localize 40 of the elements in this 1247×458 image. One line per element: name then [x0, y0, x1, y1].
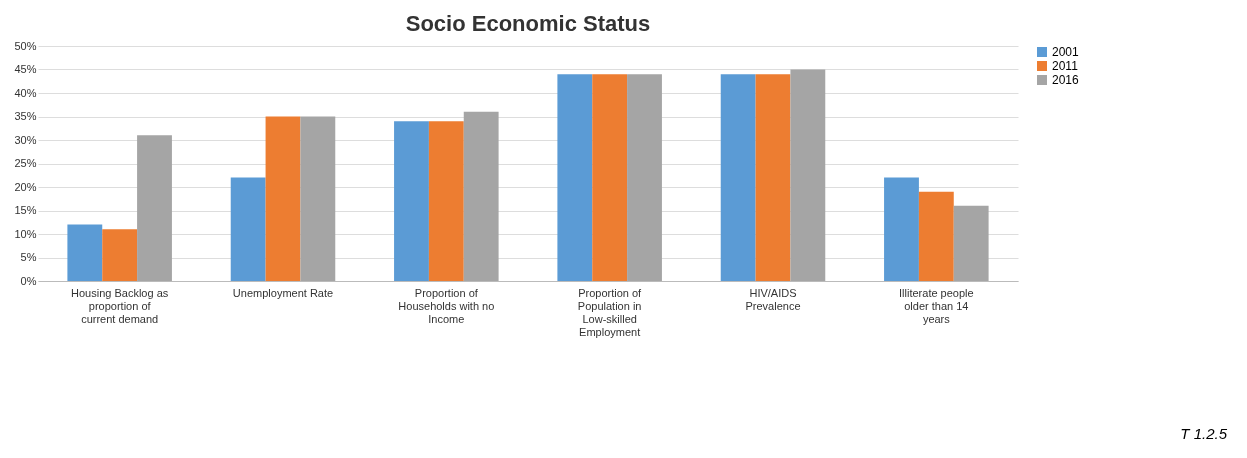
- legend-label: 2001: [1052, 45, 1080, 59]
- bar: [790, 69, 826, 281]
- y-tick-label: 40%: [14, 86, 37, 99]
- bar: [557, 74, 593, 281]
- bar: [884, 177, 919, 281]
- y-tick-label: 10%: [14, 227, 37, 240]
- bar: [102, 229, 138, 281]
- bar: [230, 177, 266, 281]
- x-tick-label: Proportion of Population in Low-skilled Employment: [577, 286, 643, 338]
- y-tick-label: 5%: [20, 251, 37, 263]
- x-tick-label: Housing Backlog as proportion of current demand: [71, 286, 169, 325]
- x-tick-label: HIV/AIDS Prevalence: [745, 286, 801, 312]
- bar: [137, 135, 172, 281]
- bar: [300, 116, 336, 281]
- bar: [918, 191, 954, 281]
- bar: [463, 111, 499, 281]
- bar: [394, 121, 429, 281]
- y-tick-label: 0%: [20, 274, 37, 287]
- bar: [755, 74, 791, 281]
- y-tick-label: 25%: [14, 157, 37, 169]
- y-tick-label: 35%: [14, 110, 37, 122]
- y-tick-label: 45%: [14, 63, 37, 75]
- legend-label: 2016: [1052, 73, 1080, 87]
- legend-label: 2011: [1052, 59, 1079, 73]
- text: T 1.2.5: [1180, 425, 1227, 442]
- y-tick-label: 50%: [14, 39, 37, 52]
- x-tick-label: Illiterate people older than 14 years: [899, 286, 974, 325]
- chart-title: Socio Economic Status: [405, 11, 651, 36]
- bar: [67, 224, 103, 281]
- bar: [592, 74, 628, 281]
- bar: [720, 74, 756, 281]
- y-tick-label: 15%: [14, 204, 37, 216]
- y-tick-label: 20%: [14, 180, 37, 193]
- x-tick-label: Proportion of Households with no Income: [398, 286, 495, 325]
- bar: [265, 116, 301, 281]
- x-tick-label: Unemployment Rate: [232, 286, 334, 299]
- bar: [428, 121, 464, 281]
- bar: [953, 205, 989, 281]
- y-tick-label: 30%: [14, 133, 37, 146]
- bar: [627, 74, 662, 281]
